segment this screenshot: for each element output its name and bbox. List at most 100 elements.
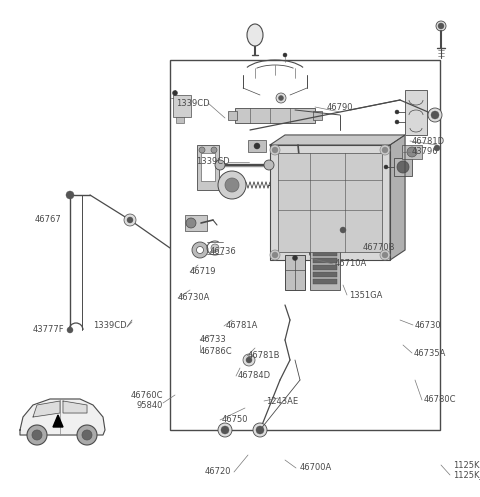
- Bar: [228, 111, 237, 120]
- Circle shape: [67, 327, 73, 333]
- Circle shape: [128, 218, 132, 222]
- Text: 46784D: 46784D: [238, 371, 271, 381]
- Bar: [197, 145, 219, 190]
- Text: 46780C: 46780C: [424, 396, 456, 405]
- Circle shape: [272, 252, 278, 258]
- Circle shape: [218, 423, 232, 437]
- Text: 46781B: 46781B: [248, 351, 280, 360]
- Circle shape: [272, 147, 278, 153]
- Text: 1351GA: 1351GA: [349, 291, 383, 300]
- Text: 43777F: 43777F: [32, 326, 64, 334]
- Circle shape: [270, 250, 280, 260]
- Bar: [313, 251, 337, 256]
- Bar: [310, 248, 340, 290]
- Bar: [170, 60, 440, 430]
- Text: 1125KG: 1125KG: [453, 462, 480, 471]
- Text: 1243AE: 1243AE: [266, 397, 298, 406]
- Text: 46781A: 46781A: [226, 322, 258, 331]
- Bar: [270, 145, 390, 260]
- Circle shape: [196, 247, 204, 253]
- Polygon shape: [63, 401, 87, 413]
- Bar: [313, 279, 337, 284]
- Ellipse shape: [247, 24, 263, 46]
- Bar: [201, 153, 215, 181]
- Text: 43796: 43796: [412, 148, 439, 157]
- Circle shape: [27, 425, 47, 445]
- Bar: [313, 258, 337, 263]
- Circle shape: [340, 227, 346, 233]
- Bar: [173, 95, 191, 117]
- Circle shape: [172, 90, 178, 95]
- Text: 46790: 46790: [327, 102, 353, 111]
- Circle shape: [382, 252, 388, 258]
- Circle shape: [434, 145, 440, 151]
- Circle shape: [397, 161, 409, 173]
- Circle shape: [276, 93, 286, 103]
- Bar: [402, 145, 422, 159]
- Text: 46735A: 46735A: [414, 348, 446, 357]
- Bar: [313, 272, 337, 277]
- Circle shape: [192, 242, 208, 258]
- Polygon shape: [20, 399, 105, 435]
- Circle shape: [407, 147, 417, 157]
- Circle shape: [292, 255, 298, 260]
- Circle shape: [384, 165, 388, 169]
- Text: 46781D: 46781D: [412, 137, 445, 146]
- Bar: [394, 158, 412, 176]
- Bar: [248, 140, 266, 152]
- Text: 46760C: 46760C: [131, 392, 163, 401]
- Circle shape: [66, 191, 74, 199]
- Bar: [176, 117, 184, 123]
- Circle shape: [211, 147, 217, 153]
- Text: 46786C: 46786C: [200, 346, 233, 355]
- Circle shape: [395, 110, 399, 114]
- Circle shape: [337, 224, 349, 236]
- Circle shape: [32, 430, 42, 440]
- Circle shape: [225, 178, 239, 192]
- Circle shape: [127, 217, 133, 223]
- Circle shape: [124, 214, 136, 226]
- Circle shape: [221, 426, 229, 434]
- Circle shape: [186, 218, 196, 228]
- Circle shape: [380, 250, 390, 260]
- Polygon shape: [53, 415, 63, 427]
- Circle shape: [278, 95, 284, 100]
- Text: 1339CD: 1339CD: [94, 322, 127, 331]
- Bar: [235, 108, 315, 123]
- Text: 1339CD: 1339CD: [176, 98, 210, 107]
- Circle shape: [82, 430, 92, 440]
- Circle shape: [380, 145, 390, 155]
- Text: 95840: 95840: [137, 402, 163, 411]
- Circle shape: [256, 426, 264, 434]
- Text: 46720: 46720: [204, 468, 231, 477]
- Circle shape: [270, 145, 280, 155]
- Circle shape: [438, 23, 444, 29]
- Text: 46710A: 46710A: [335, 259, 367, 268]
- Bar: [313, 111, 322, 120]
- Text: 46767: 46767: [35, 216, 61, 225]
- Circle shape: [215, 160, 225, 170]
- Text: 1125KJ: 1125KJ: [453, 472, 480, 481]
- Polygon shape: [390, 135, 405, 260]
- Text: 46770B: 46770B: [363, 243, 396, 251]
- Circle shape: [243, 354, 255, 366]
- Text: 46733: 46733: [200, 335, 227, 344]
- Polygon shape: [270, 135, 405, 145]
- Circle shape: [382, 147, 388, 153]
- Polygon shape: [33, 401, 60, 417]
- Circle shape: [395, 120, 399, 124]
- Bar: [185, 215, 207, 231]
- Circle shape: [211, 244, 219, 252]
- Circle shape: [77, 425, 97, 445]
- Circle shape: [246, 357, 252, 363]
- Circle shape: [218, 171, 246, 199]
- Text: 46736: 46736: [210, 248, 237, 256]
- Circle shape: [254, 143, 260, 149]
- Circle shape: [436, 21, 446, 31]
- Text: 1339CD: 1339CD: [196, 158, 230, 166]
- Text: 46750: 46750: [222, 415, 249, 424]
- Circle shape: [283, 53, 287, 57]
- Text: 46730: 46730: [415, 321, 442, 330]
- Circle shape: [199, 147, 205, 153]
- Bar: [285, 255, 305, 290]
